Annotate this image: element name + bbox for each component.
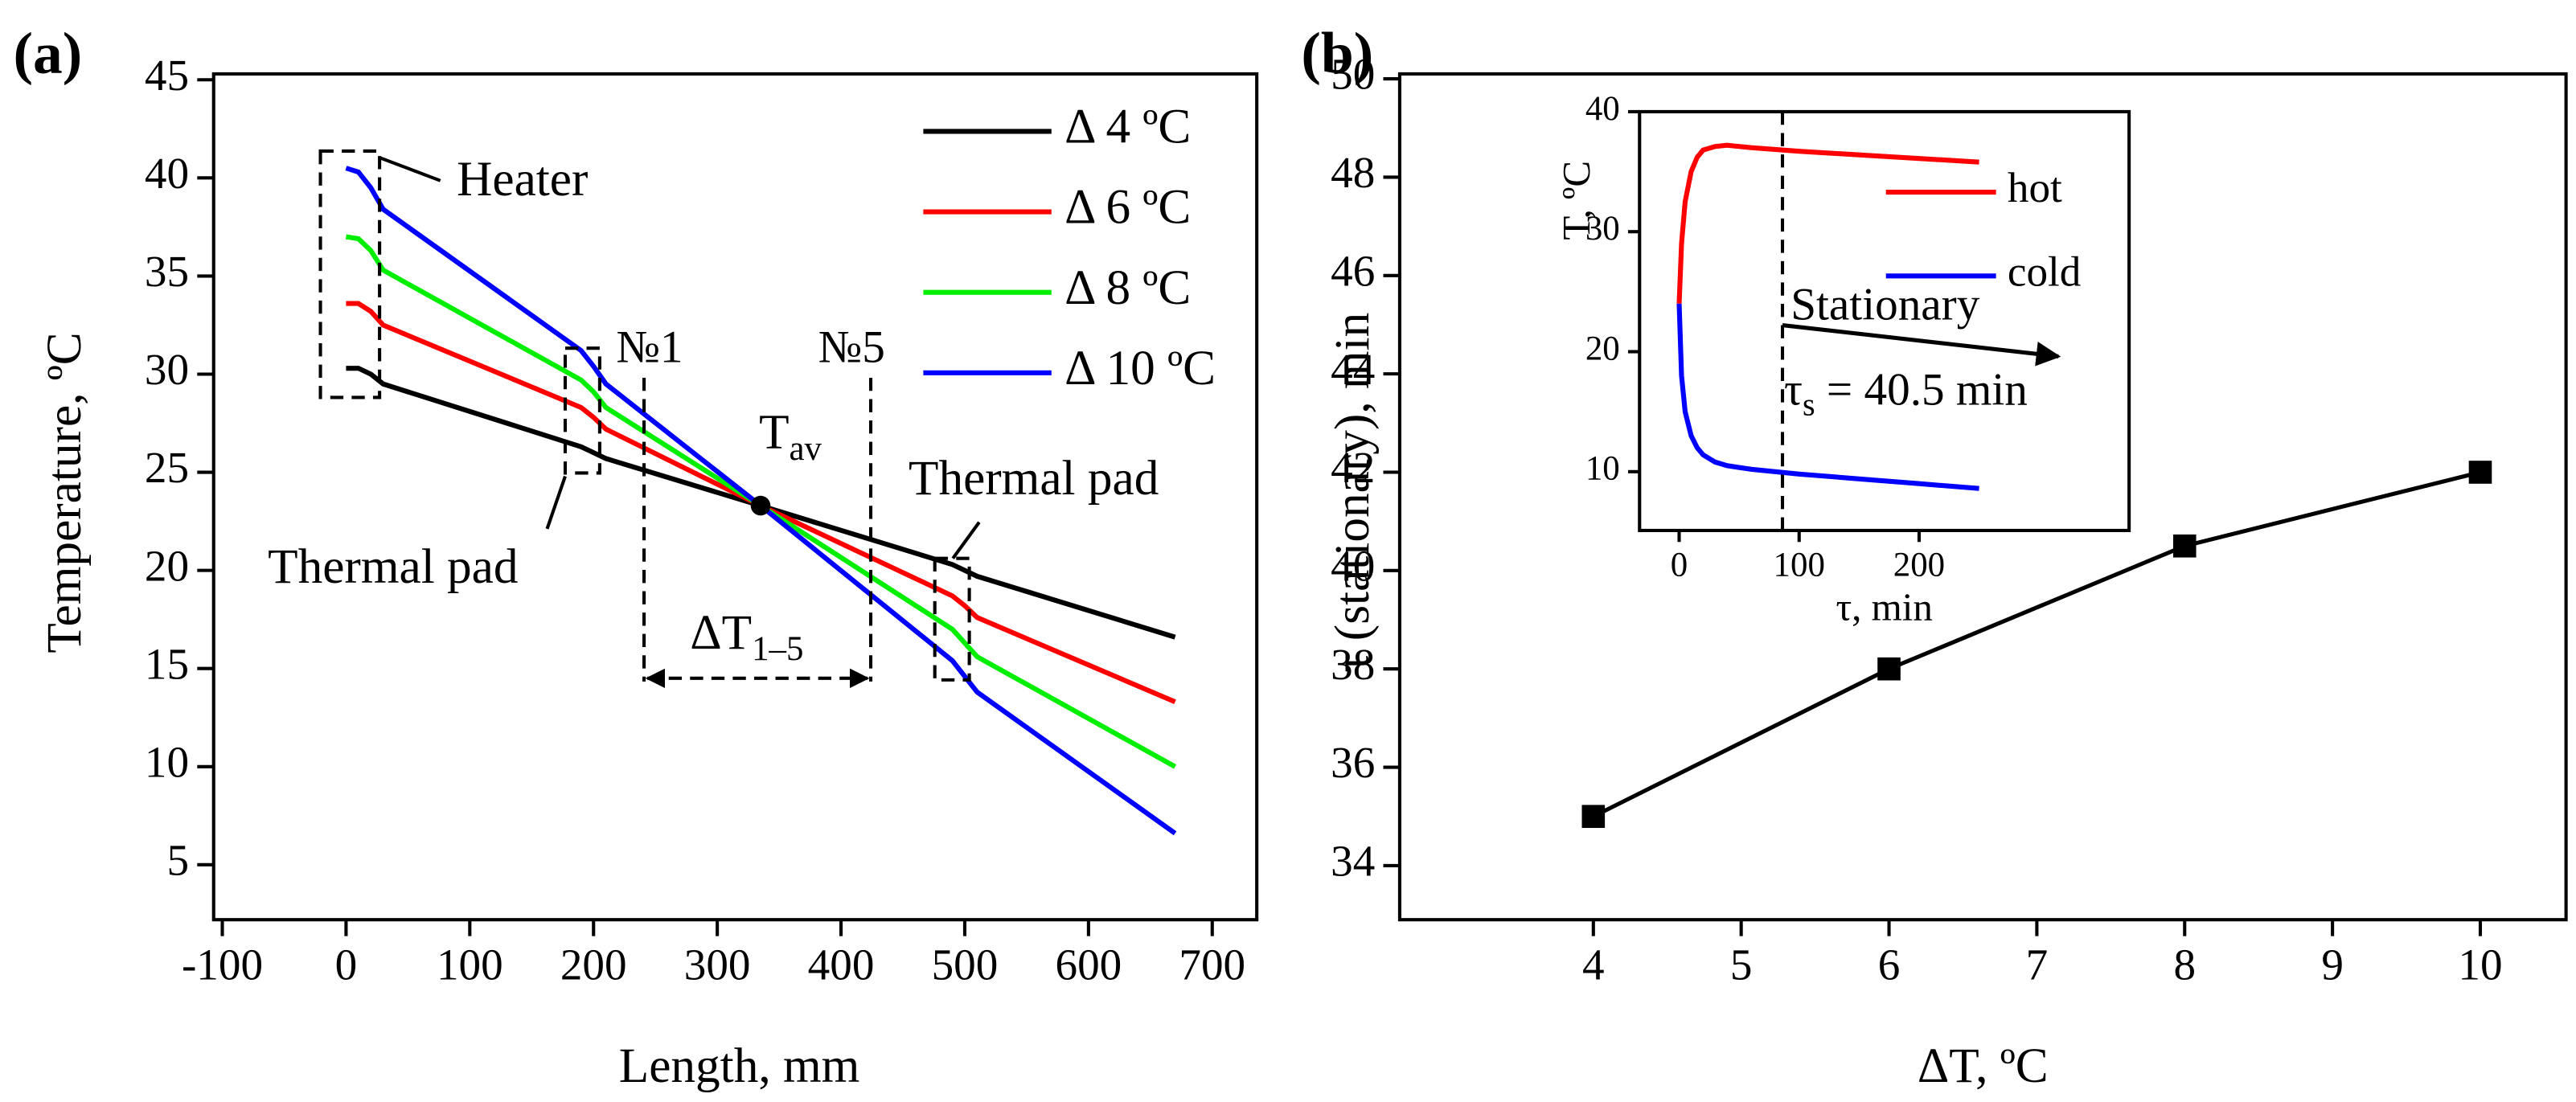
- x-tick-label: 400: [808, 940, 875, 989]
- y-tick-label: 5: [167, 835, 190, 884]
- y-tick-label: 40: [1585, 90, 1620, 128]
- x-tick-label: 6: [1878, 940, 1901, 989]
- series-line: [1592, 470, 2481, 819]
- annotation: №5: [818, 322, 885, 372]
- x-tick-label: 100: [437, 940, 503, 989]
- legend-label: hot: [2008, 165, 2062, 211]
- annotation: Heater: [457, 152, 588, 207]
- x-tick-label: 10: [2458, 940, 2502, 989]
- series-line: [1676, 142, 1979, 304]
- pad-box: [933, 556, 971, 682]
- annotation: №1: [616, 322, 683, 372]
- y-tick-label: 44: [1331, 345, 1375, 394]
- y-tick-label: 35: [145, 247, 189, 296]
- y-tick-label: 36: [1331, 738, 1375, 787]
- pad-box: [563, 346, 601, 475]
- y-tick-label: 34: [1331, 837, 1375, 886]
- x-tick-label: 200: [1893, 546, 1945, 584]
- tav-label-sub: av: [790, 430, 822, 468]
- x-tick-label: 5: [1730, 940, 1753, 989]
- y-axis-title: Temperature, ºC: [37, 332, 92, 653]
- series-line: [346, 366, 1176, 640]
- x-tick-label: 100: [1774, 546, 1825, 584]
- tau-s-label: τs = 40.5 min: [1784, 364, 2028, 422]
- data-point: [2468, 461, 2492, 484]
- tau-s-label-sub: s: [1803, 387, 1815, 423]
- delta-t-label: ΔT1–5: [690, 605, 803, 668]
- legend-label: Δ 4 ºC: [1064, 100, 1191, 154]
- panel-label: (a): [13, 19, 82, 85]
- legend-label: Δ 6 ºC: [1064, 180, 1191, 235]
- y-axis-title: T, ºC: [1554, 161, 1598, 240]
- y-tick-label: 48: [1331, 148, 1375, 197]
- delta-t-label-sub: 1–5: [752, 630, 803, 668]
- x-axis-title: Length, mm: [619, 1039, 860, 1093]
- y-tick-label: 25: [145, 443, 189, 492]
- y-tick-label: 38: [1331, 640, 1375, 689]
- tav-point: [750, 495, 771, 516]
- data-point: [1877, 657, 1901, 681]
- delta-t-label-main: ΔT: [690, 605, 752, 660]
- x-tick-label: 600: [1055, 940, 1122, 989]
- x-axis-title: ΔT, ºC: [1918, 1039, 2049, 1093]
- y-tick-label: 10: [145, 737, 189, 786]
- x-tick-label: 0: [335, 940, 358, 989]
- series-line: [1676, 303, 1979, 491]
- y-tick-label: 42: [1331, 443, 1375, 492]
- x-tick-label: 7: [2026, 940, 2049, 989]
- y-tick-label: 45: [145, 51, 189, 100]
- x-tick-label: -100: [182, 940, 263, 989]
- panel-label: (b): [1301, 19, 1373, 85]
- y-tick-label: 50: [1331, 50, 1375, 99]
- y-tick-label: 40: [145, 149, 189, 198]
- y-tick-label: 30: [1585, 210, 1620, 248]
- x-tick-label: 9: [2321, 940, 2344, 989]
- heater-box: [318, 149, 382, 399]
- tau-s-label-main: τ: [1784, 364, 1803, 415]
- data-point: [1581, 805, 1606, 829]
- x-tick-label: 8: [2173, 940, 2196, 989]
- data-point: [2172, 534, 2197, 558]
- heater-leader: [379, 156, 441, 182]
- y-axis-title: τ (stationary), min: [1325, 313, 1380, 673]
- y-tick-label: 10: [1585, 450, 1620, 488]
- annotation: Stationary: [1790, 279, 1980, 330]
- y-tick-label: 20: [1585, 330, 1620, 367]
- x-axis-title: τ, min: [1836, 584, 1932, 629]
- x-tick-label: 4: [1582, 940, 1605, 989]
- annotation: Thermal pad: [268, 539, 518, 594]
- x-tick-label: 700: [1179, 940, 1245, 989]
- legend-label: Δ 10 ºC: [1064, 341, 1216, 395]
- legend-label: cold: [2008, 248, 2081, 295]
- x-tick-label: 500: [932, 940, 999, 989]
- y-tick-label: 46: [1331, 246, 1375, 295]
- y-tick-label: 30: [145, 345, 189, 394]
- y-tick-label: 15: [145, 639, 189, 688]
- x-tick-label: 200: [560, 940, 627, 989]
- pad-leader: [951, 521, 981, 559]
- annotation: Thermal pad: [909, 451, 1159, 506]
- x-tick-label: 300: [684, 940, 751, 989]
- tav-label-main: T: [759, 405, 789, 460]
- y-tick-label: 40: [1331, 541, 1375, 590]
- tav-label: Tav: [759, 405, 822, 468]
- pad-leader: [545, 475, 567, 530]
- x-tick-label: 0: [1671, 546, 1688, 584]
- plot-frame: [1638, 109, 2131, 533]
- legend-label: Δ 8 ºC: [1064, 260, 1191, 315]
- tau-s-label-rest: = 40.5 min: [1815, 364, 2028, 415]
- stationary-arrow: [1782, 323, 2061, 367]
- y-tick-label: 20: [145, 541, 189, 590]
